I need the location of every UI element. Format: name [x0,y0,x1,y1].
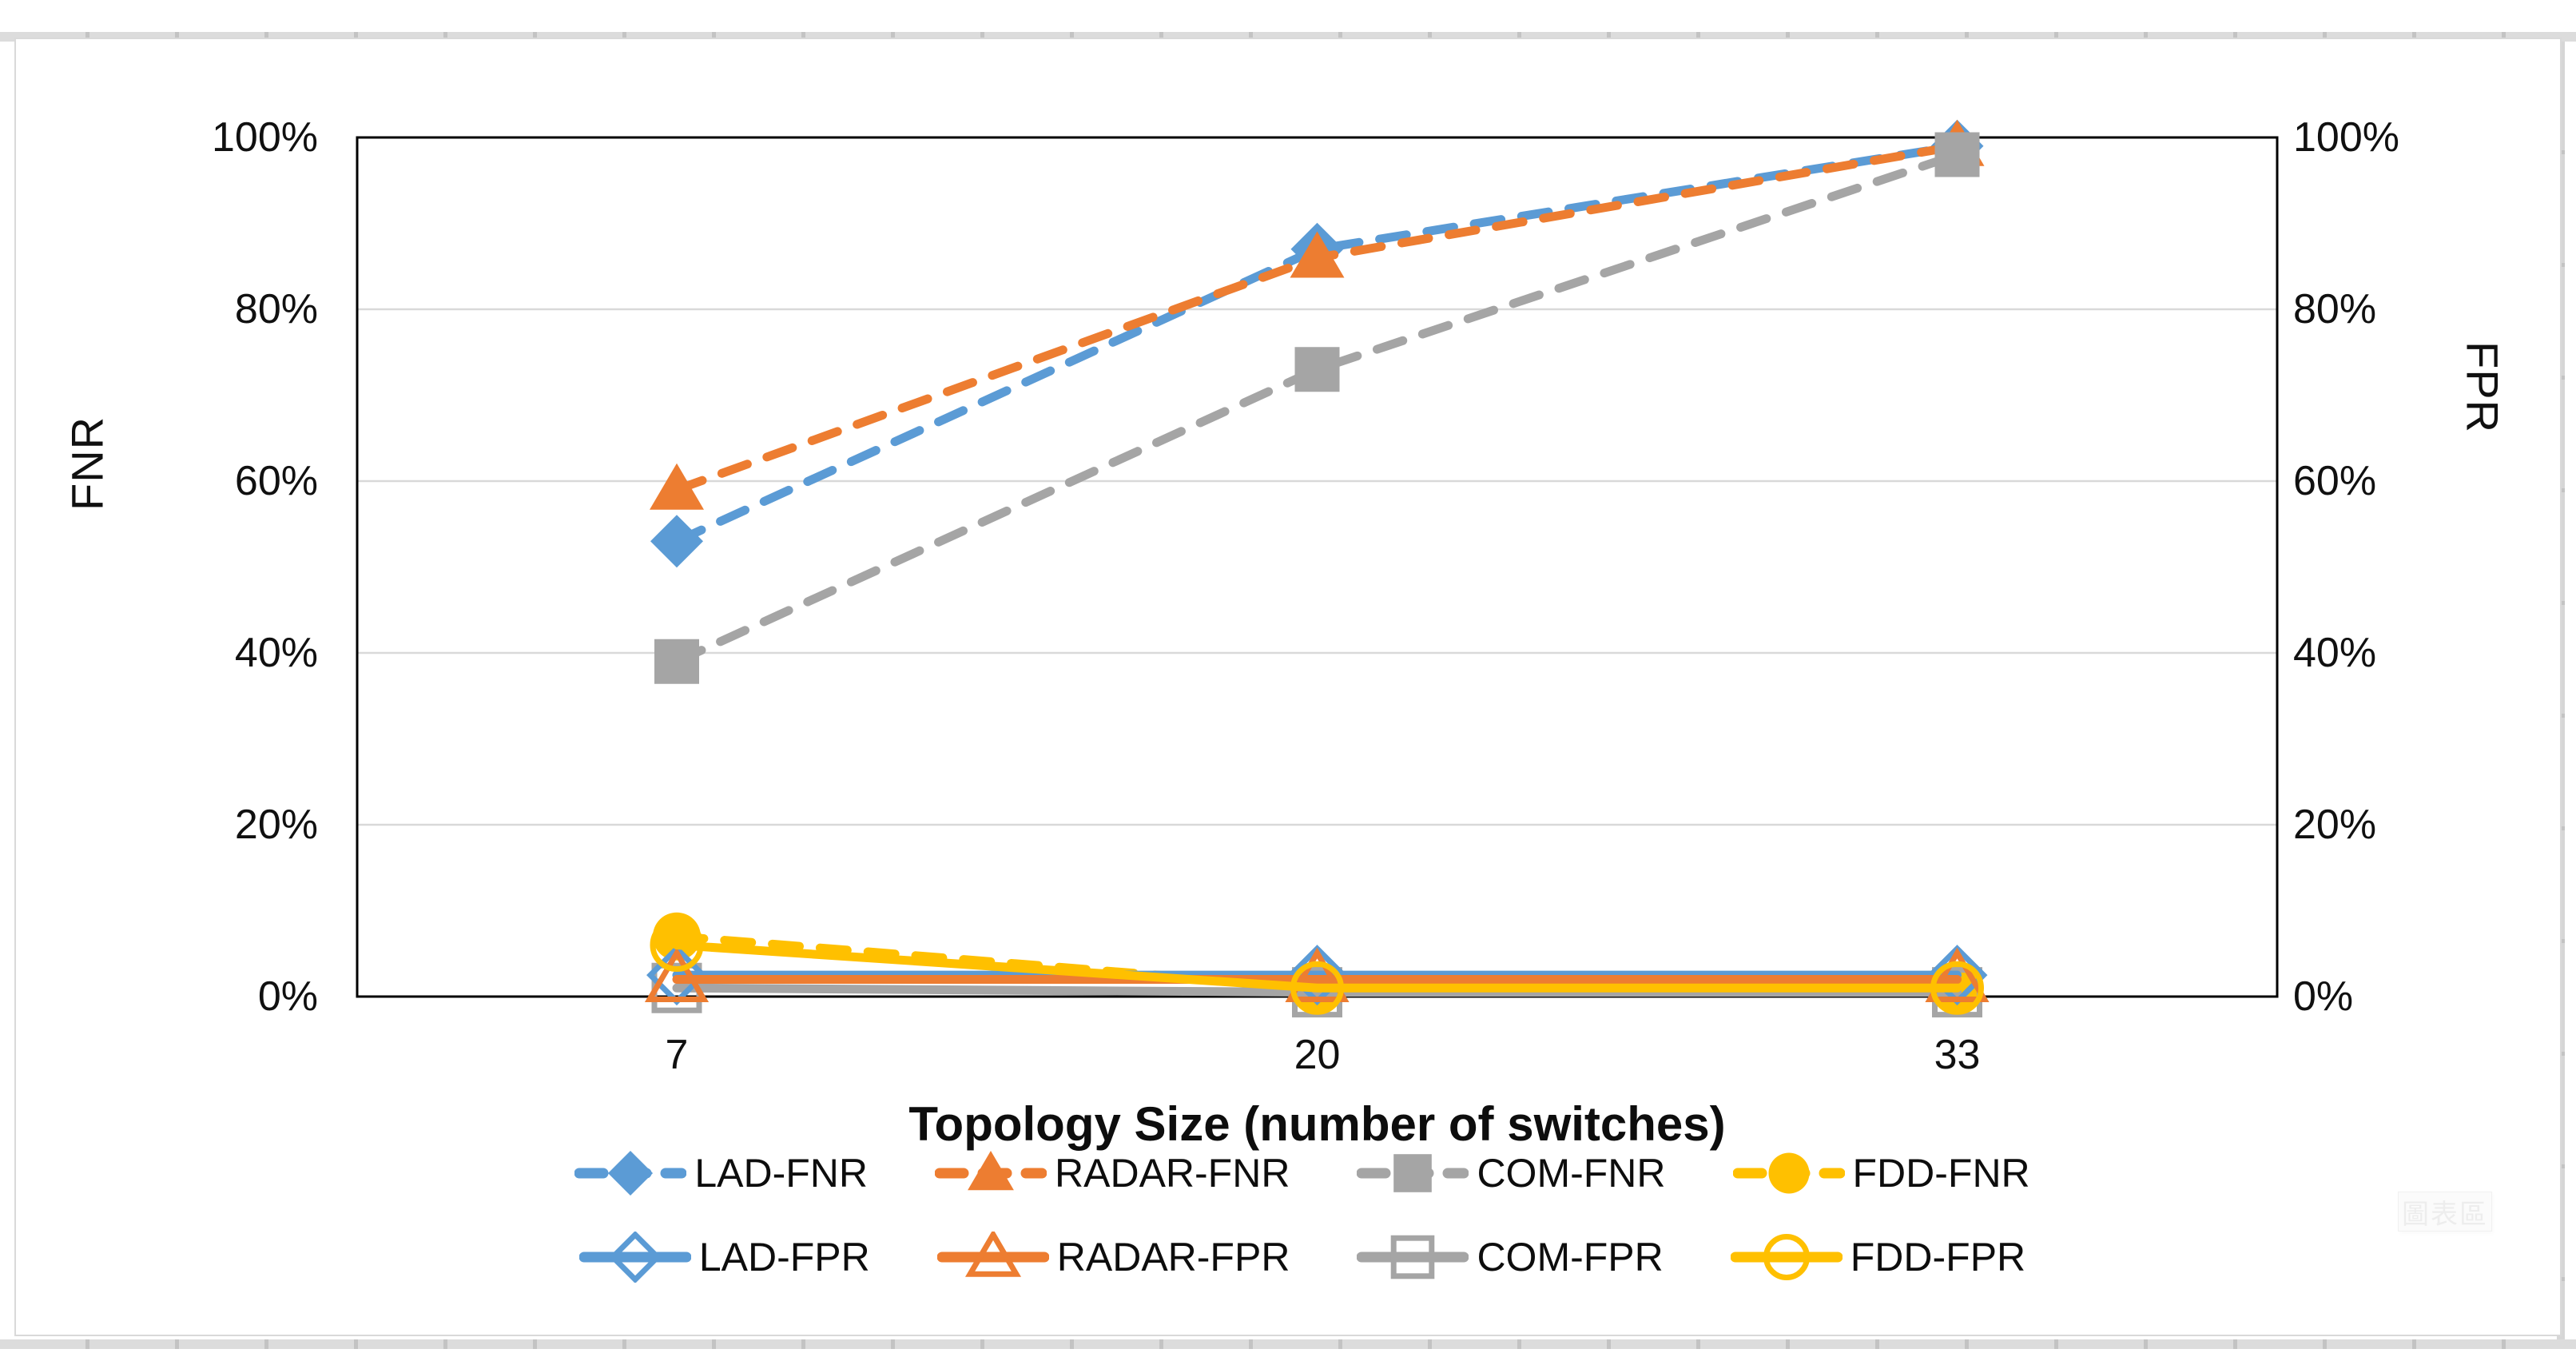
marker-COM-FNR-x20[interactable] [1294,347,1340,392]
chart-area-tooltip-text: 圖表區 [2402,1199,2488,1230]
marker-FDD-FPR-x33[interactable] [1930,961,1984,1015]
legend-item-LAD-FPR[interactable]: LAD-FPR [578,1232,870,1283]
marker-RADAR-FPR-x7[interactable] [644,947,710,1002]
legend-label-FDD-FPR: FDD-FPR [1850,1235,2026,1279]
chart-area-tooltip: 圖表區 [2398,1192,2492,1232]
left-tick-0%: 0% [257,973,318,1020]
right-tick-20%: 20% [2293,802,2377,848]
left-axis-title[interactable]: FNR [51,368,123,559]
legend-row-fnr: LAD-FNR RADAR-FNR COM-FNR FDD-FNR [224,1148,2381,1199]
chart-area[interactable] [14,38,2562,1336]
series-line-RADAR-FNR[interactable] [672,141,1962,495]
left-tick-100%: 100% [212,114,318,161]
marker-LAD-FNR-x7[interactable] [650,515,703,568]
marker-RADAR-FPR-x20[interactable] [1285,947,1350,1002]
left-tick-40%: 40% [234,630,318,676]
right-tick-0%: 0% [2293,973,2354,1020]
marker-RADAR-FPR-x33[interactable] [1925,947,1990,1002]
sheet-bottom-edge-strip [0,1339,2576,1349]
legend-item-COM-FNR[interactable]: COM-FNR [1357,1148,1666,1199]
legend-item-LAD-FNR[interactable]: LAD-FNR [574,1148,868,1199]
legend-swatch-FDD-FPR [1730,1234,1843,1280]
x-axis-title[interactable]: Topology Size (number of switches) [357,1096,2277,1152]
marker-RADAR-FNR-x20[interactable] [1290,231,1345,278]
legend-label-COM-FNR: COM-FNR [1477,1151,1666,1196]
legend-item-FDD-FNR[interactable]: FDD-FNR [1732,1148,2030,1199]
marker-FDD-FPR-x7[interactable] [650,918,704,972]
legend-label-LAD-FPR: LAD-FPR [698,1235,870,1279]
legend-swatch-COM-FNR [1357,1154,1469,1192]
legend-label-RADAR-FPR: RADAR-FPR [1056,1235,1290,1279]
series-line-FDD-FPR[interactable] [672,941,1962,993]
legend-swatch-RADAR-FPR [936,1232,1049,1277]
x-axis-title-text: Topology Size (number of switches) [908,1097,1726,1151]
legend-item-RADAR-FNR[interactable]: RADAR-FNR [935,1148,1290,1199]
left-tick-60%: 60% [234,458,318,504]
marker-FDD-FPR-x20[interactable] [1290,961,1344,1015]
x-tick-33: 33 [1934,1032,1981,1078]
legend-label-RADAR-FNR: RADAR-FNR [1055,1151,1290,1196]
x-tick-20: 20 [1294,1032,1341,1078]
legend-label-LAD-FNR: LAD-FNR [694,1151,868,1196]
left-tick-80%: 80% [234,286,318,332]
legend-item-COM-FPR[interactable]: COM-FPR [1357,1232,1664,1283]
right-tick-80%: 80% [2293,286,2377,332]
marker-RADAR-FNR-x7[interactable] [650,463,704,510]
legend-item-RADAR-FPR[interactable]: RADAR-FPR [936,1232,1290,1283]
left-axis-title-text: FNR [62,416,113,511]
legend-swatch-LAD-FNR [574,1150,687,1196]
legend-swatch-FDD-FNR [1732,1152,1845,1194]
right-tick-100%: 100% [2293,114,2399,161]
legend-label-FDD-FNR: FDD-FNR [1852,1151,2030,1196]
right-axis-title[interactable]: FPR [2447,291,2518,483]
marker-COM-FNR-x33[interactable] [1934,132,1980,177]
legend-item-FDD-FPR[interactable]: FDD-FPR [1730,1232,2026,1283]
legend-swatch-RADAR-FNR [935,1150,1047,1191]
left-tick-20%: 20% [234,802,318,848]
legend-row-fpr: LAD-FPR RADAR-FPR COM-FPR FDD-FPR [224,1232,2381,1283]
right-tick-60%: 60% [2293,458,2377,504]
series-line-COM-FNR[interactable] [672,150,1962,667]
legend-swatch-COM-FPR [1357,1235,1469,1279]
legend-swatch-LAD-FPR [578,1232,691,1283]
marker-COM-FNR-x7[interactable] [654,639,699,684]
x-tick-7: 7 [665,1032,689,1078]
legend-label-COM-FPR: COM-FPR [1477,1235,1664,1279]
right-axis-title-text: FPR [2457,340,2508,433]
right-tick-40%: 40% [2293,630,2377,676]
